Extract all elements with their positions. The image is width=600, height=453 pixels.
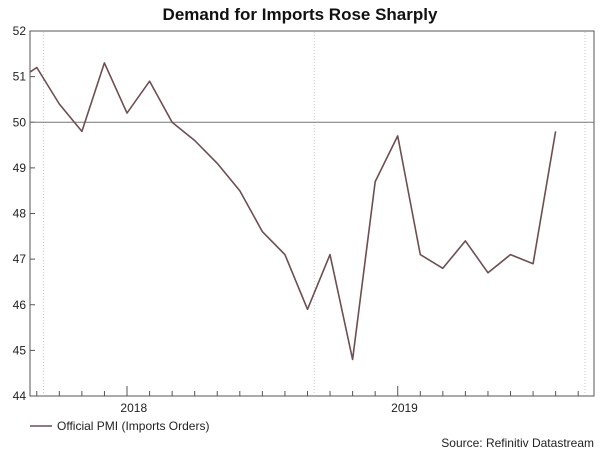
legend: Official PMI (Imports Orders) bbox=[30, 419, 209, 433]
y-tick-label: 50 bbox=[13, 115, 27, 129]
y-tick-label: 51 bbox=[13, 70, 27, 84]
chart-title: Demand for Imports Rose Sharply bbox=[163, 5, 438, 24]
y-tick-label: 48 bbox=[13, 207, 27, 221]
source-note: Source: Refinitiv Datastream bbox=[441, 436, 594, 450]
x-tick-label: 2019 bbox=[391, 401, 418, 415]
y-tick-label: 52 bbox=[13, 24, 27, 38]
legend-label: Official PMI (Imports Orders) bbox=[57, 419, 209, 433]
plot-area: 44 45 46 47 48 49 50 51 52 2018 2019 bbox=[13, 24, 595, 415]
y-tick-label: 44 bbox=[13, 389, 27, 403]
x-tick-label: 2018 bbox=[120, 401, 147, 415]
y-tick-label: 47 bbox=[13, 252, 27, 266]
y-tick-label: 46 bbox=[13, 298, 27, 312]
y-tick-label: 49 bbox=[13, 161, 27, 175]
series-line bbox=[29, 62, 557, 361]
y-tick-label: 45 bbox=[13, 343, 27, 357]
